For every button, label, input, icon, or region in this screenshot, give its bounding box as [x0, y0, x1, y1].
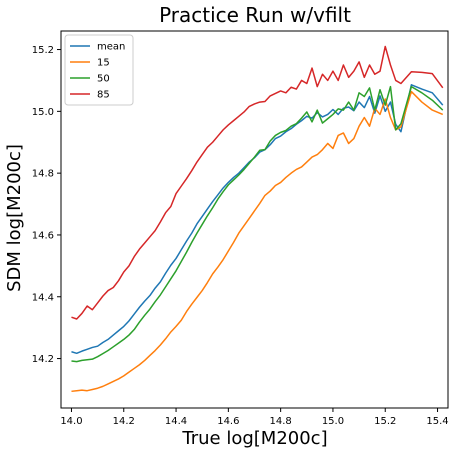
y-tick-label: 15.0: [32, 107, 54, 118]
series-line-mean: [71, 84, 444, 355]
tick-layer: 14.0 14.2 14.4 14.6 14.8 15.0 15.2 15.4 14.2 14.4…: [32, 45, 449, 427]
y-tick-label: 14.8: [32, 169, 54, 180]
legend-label-85: 85: [97, 90, 110, 101]
x-tick-label: 14.4: [165, 416, 187, 427]
legend-label-mean: mean: [97, 42, 125, 53]
series-line-50: [71, 85, 444, 363]
x-tick-label: 14.2: [113, 416, 135, 427]
legend-label-50: 50: [97, 74, 110, 85]
x-tick-label: 15.2: [374, 416, 396, 427]
chart-title: Practice Run w/vfilt: [159, 3, 351, 27]
y-axis-title: SDM log[M200c]: [4, 144, 25, 292]
y-tick-label: 14.6: [32, 230, 54, 241]
plot-frame: [60, 30, 449, 409]
x-tick-label: 15.0: [322, 416, 344, 427]
series-layer: [71, 45, 444, 393]
x-tick-label: 14.0: [60, 416, 82, 427]
x-tick-label: 15.4: [426, 416, 448, 427]
x-tick-label: 14.8: [270, 416, 292, 427]
series-line-15: [71, 90, 444, 393]
y-tick-label: 15.2: [32, 45, 54, 56]
series-line-85: [71, 45, 444, 320]
legend-label-15: 15: [97, 58, 110, 69]
x-tick-label: 14.6: [217, 416, 239, 427]
legend-box: [64, 34, 134, 106]
y-tick-label: 14.2: [32, 354, 54, 365]
legend: mean 15 50 85: [64, 34, 134, 106]
y-tick-label: 14.4: [32, 292, 54, 303]
x-axis-title: True log[M200c]: [181, 428, 327, 449]
